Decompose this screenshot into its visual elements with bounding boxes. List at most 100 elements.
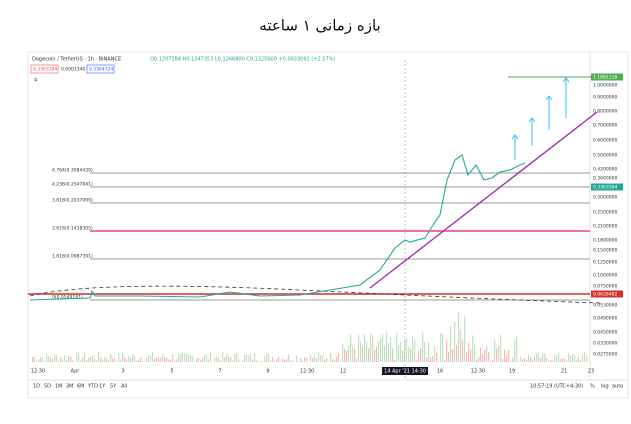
volume-bar [382, 335, 383, 362]
range-button[interactable]: 6M [77, 384, 85, 390]
range-button[interactable]: 1Y [99, 384, 106, 390]
volume-bar [490, 361, 491, 362]
scale-button[interactable]: log [601, 384, 609, 390]
volume-bar [460, 329, 461, 362]
volume-bar [316, 359, 317, 362]
volume-bar [564, 359, 565, 362]
volume-bar [142, 361, 143, 362]
time-label: 14 Apr '21 14:30 [384, 369, 426, 375]
volume-bar [534, 356, 535, 362]
volume-bar [78, 352, 79, 362]
price-label: 0.2500000 [593, 210, 617, 216]
price-label: 0.4200000 [593, 167, 617, 173]
indicator-count: 4 [34, 78, 37, 84]
volume-bar [280, 361, 281, 362]
volume-bar [398, 345, 399, 362]
volume-bar [96, 360, 97, 362]
volume-bar [380, 338, 381, 362]
volume-bar [418, 351, 419, 362]
volume-bar [436, 353, 437, 362]
volume-bar [138, 360, 139, 362]
volume-bar [92, 355, 93, 362]
volume-bar [140, 357, 141, 362]
volume-bar [82, 358, 83, 362]
price-label: 0.1250000 [593, 260, 617, 266]
volume-bar [54, 354, 55, 362]
chart-frame [28, 52, 628, 398]
volume-bar [516, 336, 517, 362]
volume-bar [34, 356, 35, 362]
volume-bar [102, 360, 103, 362]
scale-button[interactable]: % [590, 384, 595, 390]
volume-bar [360, 342, 361, 362]
volume-bar [198, 358, 199, 362]
volume-bar [504, 350, 505, 362]
volume-bar [58, 361, 59, 362]
volume-bar [412, 336, 413, 362]
volume-bar [340, 361, 341, 362]
volume-bar [368, 348, 369, 362]
volume-bar [236, 353, 237, 362]
volume-bar [352, 346, 353, 362]
volume-bar [116, 361, 117, 362]
price-label: 0.1000000 [593, 273, 617, 279]
time-label: 12:30 [31, 369, 45, 375]
volume-bar [50, 358, 51, 362]
price-label: 0.0450000 [593, 330, 617, 336]
volume-bar [390, 337, 391, 362]
volume-bar [488, 352, 489, 362]
price-label: 0.0530000 [593, 303, 617, 309]
range-button[interactable]: 5Y [110, 384, 117, 390]
scale-button[interactable]: auto [612, 384, 623, 390]
volume-bar [44, 361, 45, 362]
volume-bar [410, 349, 411, 362]
volume-bar [414, 340, 415, 362]
volume-bar [246, 355, 247, 362]
volume-bar [350, 335, 351, 362]
volume-bar [252, 360, 253, 362]
volume-bar [430, 357, 431, 362]
volume-bar [152, 352, 153, 362]
volume-bar [150, 356, 151, 362]
volume-bar [548, 361, 549, 362]
time-label: 9 [266, 369, 269, 375]
volume-bar [458, 312, 459, 362]
volume-bar [372, 335, 373, 362]
volume-bar [264, 357, 265, 362]
volume-bar [300, 358, 301, 362]
price-label: 0.6000000 [593, 138, 617, 144]
volume-bar [552, 361, 553, 362]
volume-bar [42, 357, 43, 362]
volume-bar [348, 346, 349, 362]
volume-bar [154, 359, 155, 362]
volume-bar [100, 358, 101, 362]
range-button[interactable]: All [121, 384, 127, 390]
volume-bar [174, 361, 175, 362]
range-button[interactable]: 3M [66, 384, 74, 390]
volume-bar [320, 355, 321, 362]
range-button[interactable]: 1D [33, 384, 40, 390]
volume-bar [362, 347, 363, 362]
volume-bar [546, 358, 547, 362]
volume-bar [46, 353, 47, 362]
volume-bar [522, 359, 523, 362]
ask: 0.3364724 [89, 67, 113, 73]
range-button[interactable]: 5D [44, 384, 51, 390]
volume-bar [302, 361, 303, 362]
volume-bar [250, 353, 251, 362]
price-label: 0.1800000 [593, 238, 617, 244]
volume-bar [40, 358, 41, 362]
price-label: 0.3000000 [593, 195, 617, 201]
volume-bar [538, 353, 539, 362]
volume-bar [472, 335, 473, 362]
range-button[interactable]: 1M [55, 384, 63, 390]
volume-bar [88, 358, 89, 362]
volume-bar [60, 357, 61, 362]
range-button[interactable]: YTD [87, 384, 98, 390]
symbol: Dogecoin / TetherUS · 1h · BINANCE [32, 57, 121, 63]
spread: 0.0001340 [61, 67, 85, 73]
volume-bar [284, 360, 285, 362]
volume-bar [176, 359, 177, 362]
volume-bar [276, 359, 277, 362]
volume-bar [550, 360, 551, 362]
